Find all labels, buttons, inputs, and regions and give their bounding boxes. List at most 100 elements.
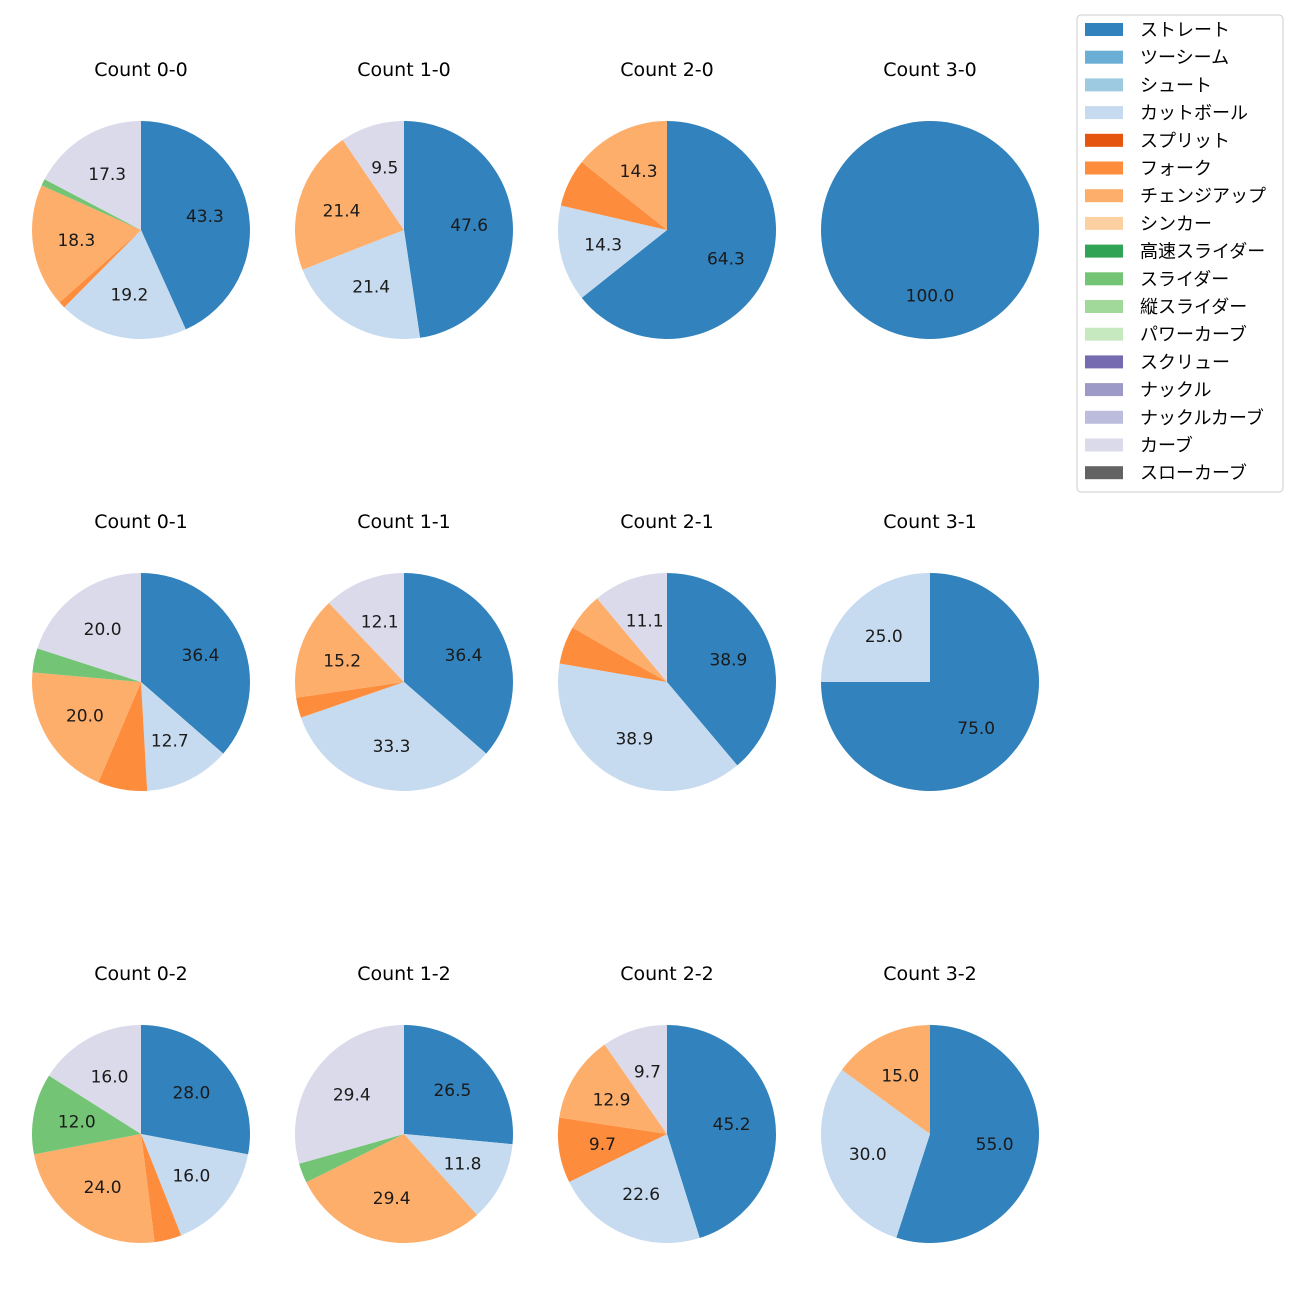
- legend-swatch: [1085, 50, 1123, 64]
- slice-label: 20.0: [66, 707, 104, 727]
- legend-label: チェンジアップ: [1140, 186, 1266, 207]
- pie-slice: [31, 672, 142, 783]
- slice-label: 9.7: [634, 1063, 661, 1083]
- pie-title: Count 3-0: [883, 59, 977, 81]
- pie-slice: [557, 663, 738, 792]
- pie-slice: [33, 1134, 155, 1243]
- pie-count-0-0: Count 0-0 43.3 19.2 18.3 17.3: [32, 59, 250, 339]
- slice-label: 26.5: [433, 1081, 471, 1101]
- pie-title: Count 1-1: [357, 511, 451, 533]
- pie-slice: [667, 1025, 777, 1238]
- legend-swatch: [1085, 244, 1123, 258]
- legend-label: スクリュー: [1140, 352, 1230, 373]
- pie-slice: [64, 230, 186, 339]
- pie-slice: [295, 1025, 404, 1164]
- pie-slice: [141, 573, 250, 754]
- legend-label: カーブ: [1140, 435, 1193, 457]
- pie-count-1-1: Count 1-1 36.4 33.3 15.212.1: [295, 511, 513, 791]
- legend-swatch: [1085, 383, 1123, 397]
- pie-title: Count 3-2: [883, 963, 977, 985]
- pie-slice: [572, 598, 667, 682]
- legend-swatch: [1085, 410, 1123, 424]
- legend-swatch: [1085, 466, 1123, 480]
- pie-slice: [59, 230, 141, 308]
- slice-label: 24.0: [84, 1178, 122, 1198]
- pie-slice: [300, 682, 487, 791]
- pie-slice: [32, 185, 141, 303]
- legend-label: スライダー: [1140, 269, 1229, 290]
- legend-label: カットボール: [1140, 103, 1248, 124]
- pie-count-2-2: Count 2-245.222.69.712.99.7: [558, 963, 777, 1244]
- pie-count-2-0: Count 2-0 64.3 14.3 14.3: [558, 59, 777, 339]
- pie-title: Count 0-0: [94, 59, 188, 81]
- pie-slice: [581, 121, 777, 339]
- legend-swatch: [1085, 355, 1123, 369]
- pie-count-0-1: Count 0-1 36.4 12.7 20.0 20.0: [31, 511, 250, 792]
- pie-slice: [328, 573, 404, 682]
- pie-slice: [48, 1025, 141, 1134]
- pie-slice: [667, 573, 777, 766]
- slice-label: 33.3: [373, 737, 411, 757]
- slice-label: 12.0: [58, 1113, 96, 1133]
- legend-swatch: [1085, 216, 1123, 230]
- pie-count-2-1: Count 2-1 38.9 38.9 11.1: [557, 511, 777, 792]
- slice-label: 38.9: [709, 651, 747, 671]
- pie-title: Count 0-1: [94, 511, 188, 533]
- slice-label: 14.3: [584, 236, 622, 256]
- slice-label: 15.2: [323, 652, 361, 672]
- pie-slice: [604, 1025, 667, 1134]
- slice-label: 20.0: [84, 620, 122, 640]
- legend-swatch: [1085, 133, 1123, 147]
- pie-count-0-2: Count 0-2 28.0 16.0 24.0 12.0 16.0: [31, 963, 250, 1243]
- pie-slice: [32, 648, 141, 682]
- pie-slice: [41, 179, 141, 230]
- slice-label: 12.7: [151, 732, 189, 752]
- pie-slice: [581, 121, 667, 230]
- slice-label: 14.3: [620, 162, 658, 182]
- slice-label: 9.5: [371, 159, 398, 179]
- pie-title: Count 2-2: [620, 963, 714, 985]
- pie-title: Count 0-2: [94, 963, 188, 985]
- pie-slice: [404, 1025, 514, 1145]
- legend-label: フォーク: [1140, 159, 1212, 180]
- legend-swatch: [1085, 189, 1123, 203]
- pie-slice: [98, 682, 148, 792]
- pie-slice: [559, 627, 667, 682]
- slice-label: 21.4: [323, 202, 361, 222]
- pie-slice: [404, 1134, 513, 1215]
- pie-slice: [141, 1025, 250, 1155]
- pie-title: Count 1-0: [357, 59, 451, 81]
- pie-slice: [31, 1075, 141, 1155]
- slice-label: 12.9: [593, 1090, 631, 1110]
- pie-slice: [820, 1069, 930, 1238]
- legend-swatch: [1085, 327, 1123, 341]
- pie-slice: [294, 139, 404, 270]
- legend-label: スプリット: [1140, 131, 1230, 152]
- slice-label: 22.6: [622, 1185, 660, 1205]
- slice-label: 11.8: [444, 1154, 482, 1174]
- legend-swatch: [1085, 23, 1123, 36]
- slice-label: 16.0: [91, 1068, 129, 1088]
- slice-label: 9.7: [589, 1135, 616, 1155]
- pie-slice: [141, 682, 224, 791]
- slice-label: 36.4: [445, 646, 483, 666]
- slice-label: 75.0: [957, 719, 995, 739]
- pie-slice: [302, 230, 421, 339]
- legend-label: スローカーブ: [1140, 462, 1247, 484]
- pie-slice: [37, 573, 141, 682]
- pie-count-3-1: Count 3-1 75.0 25.0: [821, 511, 1039, 791]
- pie-count-1-2: Count 1-2 26.5 11.8 29.4 29.4: [295, 963, 514, 1243]
- slice-label: 29.4: [373, 1189, 411, 1209]
- legend-label: ナックルカーブ: [1140, 407, 1264, 429]
- pie-title: Count 3-1: [883, 511, 977, 533]
- slice-label: 64.3: [707, 249, 745, 269]
- pie-slice: [560, 162, 667, 230]
- legend-swatch: [1085, 78, 1123, 92]
- pie-slice: [295, 603, 404, 698]
- pie-slice: [559, 1044, 667, 1134]
- pie-slice: [404, 121, 513, 338]
- legend-swatch: [1085, 106, 1123, 120]
- pie-slice: [44, 121, 142, 230]
- legend-label: ツーシーム: [1140, 48, 1229, 69]
- slice-label: 43.3: [186, 207, 224, 227]
